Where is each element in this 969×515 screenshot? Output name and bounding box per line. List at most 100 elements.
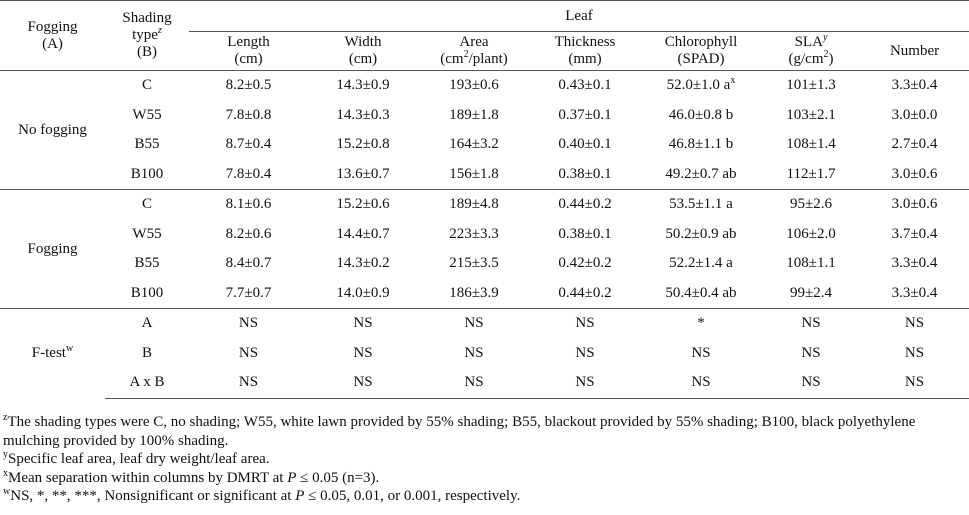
value-cell: 3.3±0.4: [891, 255, 938, 272]
shading-type-cell: B: [141, 344, 152, 361]
footnote-y: ySpecific leaf area, leaf dry weight/lea…: [3, 449, 270, 468]
value-cell: 7.8±0.4: [225, 165, 272, 182]
value-cell: 215±3.5: [449, 255, 499, 272]
value-cell: 13.6±0.7: [336, 165, 390, 182]
footnote-w: wNS, *, **, ***, Nonsignificant or signi…: [3, 486, 521, 505]
value-cell: 3.0±0.6: [860, 189, 969, 220]
value-cell: 106±2.0: [786, 225, 836, 242]
value-cell: 0.38±0.1: [558, 165, 612, 182]
value-cell: NS: [189, 368, 308, 399]
shading-type-cell: W55: [132, 225, 162, 242]
table-row: W55 7.8±0.8 14.3±0.3 189±1.8 0.37±0.1 46.0±0.…: [0, 101, 969, 131]
header-shading-type: Shading typez (B): [105, 0, 189, 71]
value-cell: NS: [530, 308, 640, 339]
value-cell: 193±0.6: [449, 77, 499, 94]
value-cell: 186±3.9: [449, 284, 499, 301]
column-header-number: Number: [860, 31, 969, 71]
value-cell: 14.3±0.2: [336, 255, 390, 272]
value-cell: 46.8±1.1 b: [668, 136, 734, 153]
column-header-row: Length (cm) Width (cm) Area (cm2/plant) Thickn…: [0, 31, 969, 71]
value-cell: NS: [238, 344, 259, 361]
value-cell: NS: [575, 344, 595, 361]
value-cell: *: [640, 308, 762, 339]
table-row: B55 8.4±0.7 14.3±0.2 215±3.5 0.42±0.2 52.2±1.…: [0, 249, 969, 279]
value-cell: 0.40±0.1: [558, 136, 612, 153]
value-cell: NS: [904, 344, 925, 361]
value-cell: 15.2±0.6: [308, 189, 418, 220]
value-cell: 52.0±1.0 ax: [666, 75, 736, 94]
footnote-z: zThe shading types were C, no shading; W…: [3, 412, 916, 449]
value-cell: 53.5±1.1 a: [640, 189, 762, 220]
value-cell: 52.2±1.4 a: [669, 255, 733, 272]
value-cell: 49.2±0.7 ab: [665, 165, 737, 182]
value-cell: 7.7±0.7: [225, 284, 272, 301]
value-cell: NS: [353, 344, 373, 361]
value-cell: NS: [418, 368, 530, 399]
value-cell: 103±2.1: [786, 106, 836, 123]
value-cell: 8.4±0.7: [225, 255, 272, 272]
value-cell: NS: [189, 308, 308, 339]
shading-type-cell: B100: [130, 165, 164, 182]
shading-type-cell: B55: [134, 136, 160, 153]
column-header-chlorophyll: Chlorophyll (SPAD): [640, 31, 762, 71]
value-cell: NS: [801, 344, 821, 361]
value-cell: 8.2±0.6: [225, 225, 272, 242]
column-header-sla: SLAy (g/cm2): [762, 31, 860, 71]
value-cell: 3.3±0.4: [891, 284, 938, 301]
shading-type-cell: A: [105, 308, 189, 339]
value-cell: NS: [464, 344, 484, 361]
value-cell: 101±1.3: [786, 77, 836, 94]
value-cell: NS: [308, 368, 418, 399]
value-cell: NS: [640, 368, 762, 399]
value-cell: 0.38±0.1: [558, 225, 612, 242]
column-header-width: Width (cm): [308, 31, 418, 71]
value-cell: NS: [530, 368, 640, 399]
value-cell: 14.3±0.3: [336, 106, 390, 123]
group-label: Fogging: [0, 189, 105, 309]
shading-type-cell: W55: [132, 106, 162, 123]
value-cell: 0.42±0.2: [558, 255, 612, 272]
value-cell: 99±2.4: [790, 284, 832, 301]
value-cell: 95±2.6: [762, 189, 860, 220]
value-cell: 156±1.8: [449, 165, 499, 182]
table-row: W55 8.2±0.6 14.4±0.7 223±3.3 0.38±0.1 50.2±0.…: [0, 220, 969, 250]
value-cell: 0.44±0.2: [558, 284, 612, 301]
value-cell: 3.0±0.6: [891, 165, 938, 182]
value-cell: 14.4±0.7: [336, 225, 390, 242]
value-cell: 189±1.8: [449, 106, 499, 123]
table-row: B55 8.7±0.4 15.2±0.8 164±3.2 0.40±0.1 46.8±1.…: [0, 130, 969, 160]
column-header-area: Area (cm2/plant): [418, 31, 530, 71]
value-cell: 164±3.2: [449, 136, 499, 153]
value-cell: 15.2±0.8: [336, 136, 390, 153]
value-cell: NS: [860, 308, 969, 339]
value-cell: 50.2±0.9 ab: [665, 225, 737, 242]
value-cell: 46.0±0.8 b: [668, 106, 734, 123]
shading-type-cell: C: [105, 189, 189, 220]
table-row: B NS NS NS NS NS NS NS: [0, 339, 969, 369]
value-cell: NS: [418, 308, 530, 339]
value-cell: 108±1.1: [786, 255, 836, 272]
value-cell: 0.44±0.2: [530, 189, 640, 220]
group-label: No fogging: [18, 121, 87, 138]
value-cell: 3.3±0.4: [891, 77, 938, 94]
shading-type-cell: B100: [130, 284, 164, 301]
value-cell: 223±3.3: [449, 225, 499, 242]
value-cell: 0.43±0.1: [558, 77, 612, 94]
table-row: Fogging C 8.1±0.6 15.2±0.6 189±4.8 0.44±0.2 53…: [0, 189, 969, 309]
value-cell: 8.7±0.4: [225, 136, 272, 153]
value-cell: 8.1±0.6: [189, 189, 308, 220]
value-cell: NS: [308, 308, 418, 339]
column-header-thickness: Thickness (mm): [530, 31, 640, 71]
value-cell: 2.7±0.4: [891, 136, 938, 153]
value-cell: 50.4±0.4 ab: [665, 284, 737, 301]
value-cell: 3.7±0.4: [891, 225, 938, 242]
value-cell: 0.37±0.1: [558, 106, 612, 123]
header-leaf-group: Leaf: [189, 0, 969, 32]
shading-type-cell: B55: [134, 255, 160, 272]
data-table: Fogging (A) Shading typez (B) Leaf Length…: [0, 0, 969, 399]
shading-type-cell: C: [141, 77, 152, 94]
value-cell: 3.0±0.0: [891, 106, 938, 123]
value-cell: 108±1.4: [786, 136, 836, 153]
shading-type-cell: A x B: [105, 368, 189, 399]
value-cell: 189±4.8: [418, 189, 530, 220]
